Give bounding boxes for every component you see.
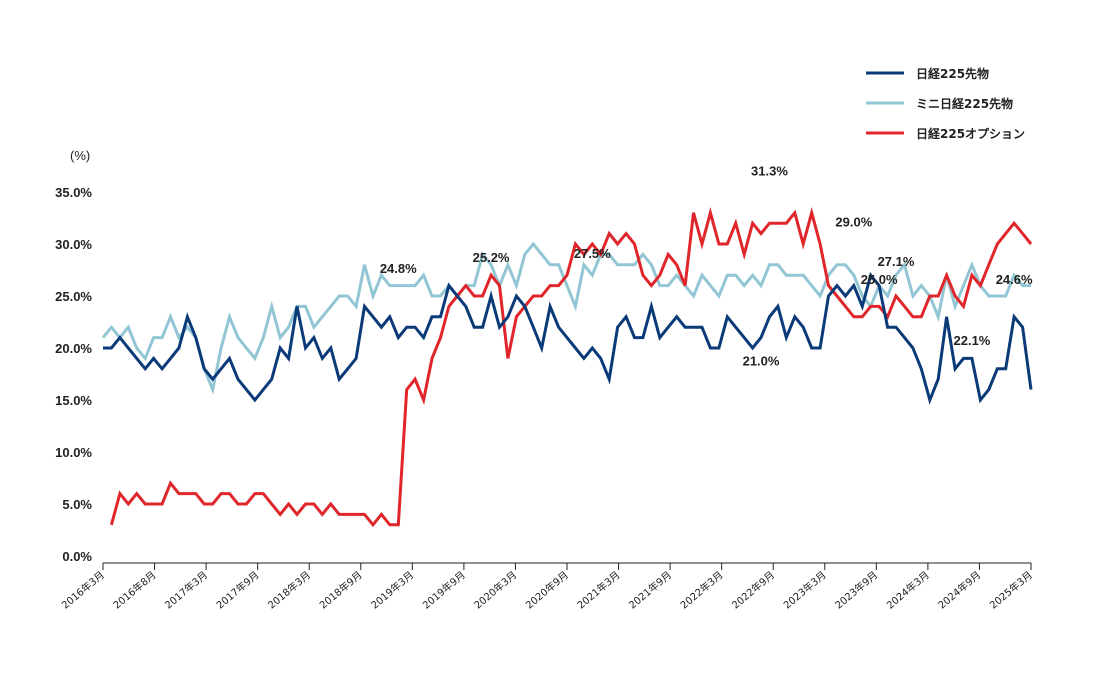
y-axis: 0.0% 5.0% 10.0% 15.0% 20.0% 25.0% 30.0% 35.0% xyxy=(55,185,92,564)
x-tick-label: 2024年3月 xyxy=(884,568,932,611)
x-tick-label: 2020年9月 xyxy=(523,568,571,611)
x-tick-label: 2021年3月 xyxy=(574,568,622,611)
y-tick-label: 30.0% xyxy=(55,237,92,252)
series-line-nikkei225-futures xyxy=(103,271,1033,405)
plot-area xyxy=(101,207,1033,528)
data-label: 21.0% xyxy=(743,354,780,369)
data-label: 31.3% xyxy=(751,163,788,178)
x-tick-label: 2020年3月 xyxy=(471,568,519,611)
x-tick-label: 2025年3月 xyxy=(987,568,1035,611)
x-tick-label: 2023年3月 xyxy=(781,568,829,611)
legend-label-mini-nikkei225-futures: ミニ日経225先物 xyxy=(916,96,1013,111)
data-label: 27.5% xyxy=(574,246,611,261)
legend-label-nikkei225-options: 日経225オプション xyxy=(916,126,1025,141)
data-label: 24.6% xyxy=(996,272,1033,287)
legend: 日経225先物 ミニ日経225先物 日経225オプション xyxy=(866,66,1025,141)
x-tick-label: 2016年3月 xyxy=(59,568,107,611)
data-label-group: 24.8% 25.2% 27.5% 31.3% 21.0% 29.0% 27.1% 25.0%… xyxy=(380,163,1033,368)
x-tick-label: 2022年3月 xyxy=(678,568,726,611)
x-axis: 2016年3月 2016年8月 2017年3月 2017年9月 2018年3月 2018年… xyxy=(59,562,1035,612)
y-tick-label: 5.0% xyxy=(62,497,92,512)
y-tick-label: 20.0% xyxy=(55,341,92,356)
data-label: 25.2% xyxy=(473,250,510,265)
data-label: 22.1% xyxy=(954,333,991,348)
y-tick-label: 25.0% xyxy=(55,289,92,304)
x-tick-label: 2018年3月 xyxy=(265,568,313,611)
data-label: 27.1% xyxy=(878,254,915,269)
data-label: 24.8% xyxy=(380,261,417,276)
x-tick-label: 2019年9月 xyxy=(420,568,468,611)
y-axis-unit-label: (%) xyxy=(70,148,90,163)
series-line-mini-nikkei225-futures xyxy=(101,241,1031,395)
x-tick-label: 2019年3月 xyxy=(368,568,416,611)
y-tick-label: 35.0% xyxy=(55,185,92,200)
x-tick-label: 2023年9月 xyxy=(832,568,880,611)
series-line-nikkei225-options xyxy=(109,207,1033,528)
legend-label-nikkei225-futures: 日経225先物 xyxy=(916,66,989,81)
x-tick-label: 2024年9月 xyxy=(935,568,983,611)
data-label: 29.0% xyxy=(835,214,872,229)
data-label: 25.0% xyxy=(861,272,898,287)
y-tick-label: 0.0% xyxy=(62,549,92,564)
x-tick-label: 2021年9月 xyxy=(626,568,674,611)
x-tick-label: 2017年3月 xyxy=(162,568,210,611)
y-tick-label: 10.0% xyxy=(55,445,92,460)
y-tick-label: 15.0% xyxy=(55,393,92,408)
x-tick-label: 2018年9月 xyxy=(317,568,365,611)
x-tick-label: 2016年8月 xyxy=(110,568,158,611)
x-tick-label: 2017年9月 xyxy=(214,568,262,611)
x-tick-label: 2022年9月 xyxy=(729,568,777,611)
